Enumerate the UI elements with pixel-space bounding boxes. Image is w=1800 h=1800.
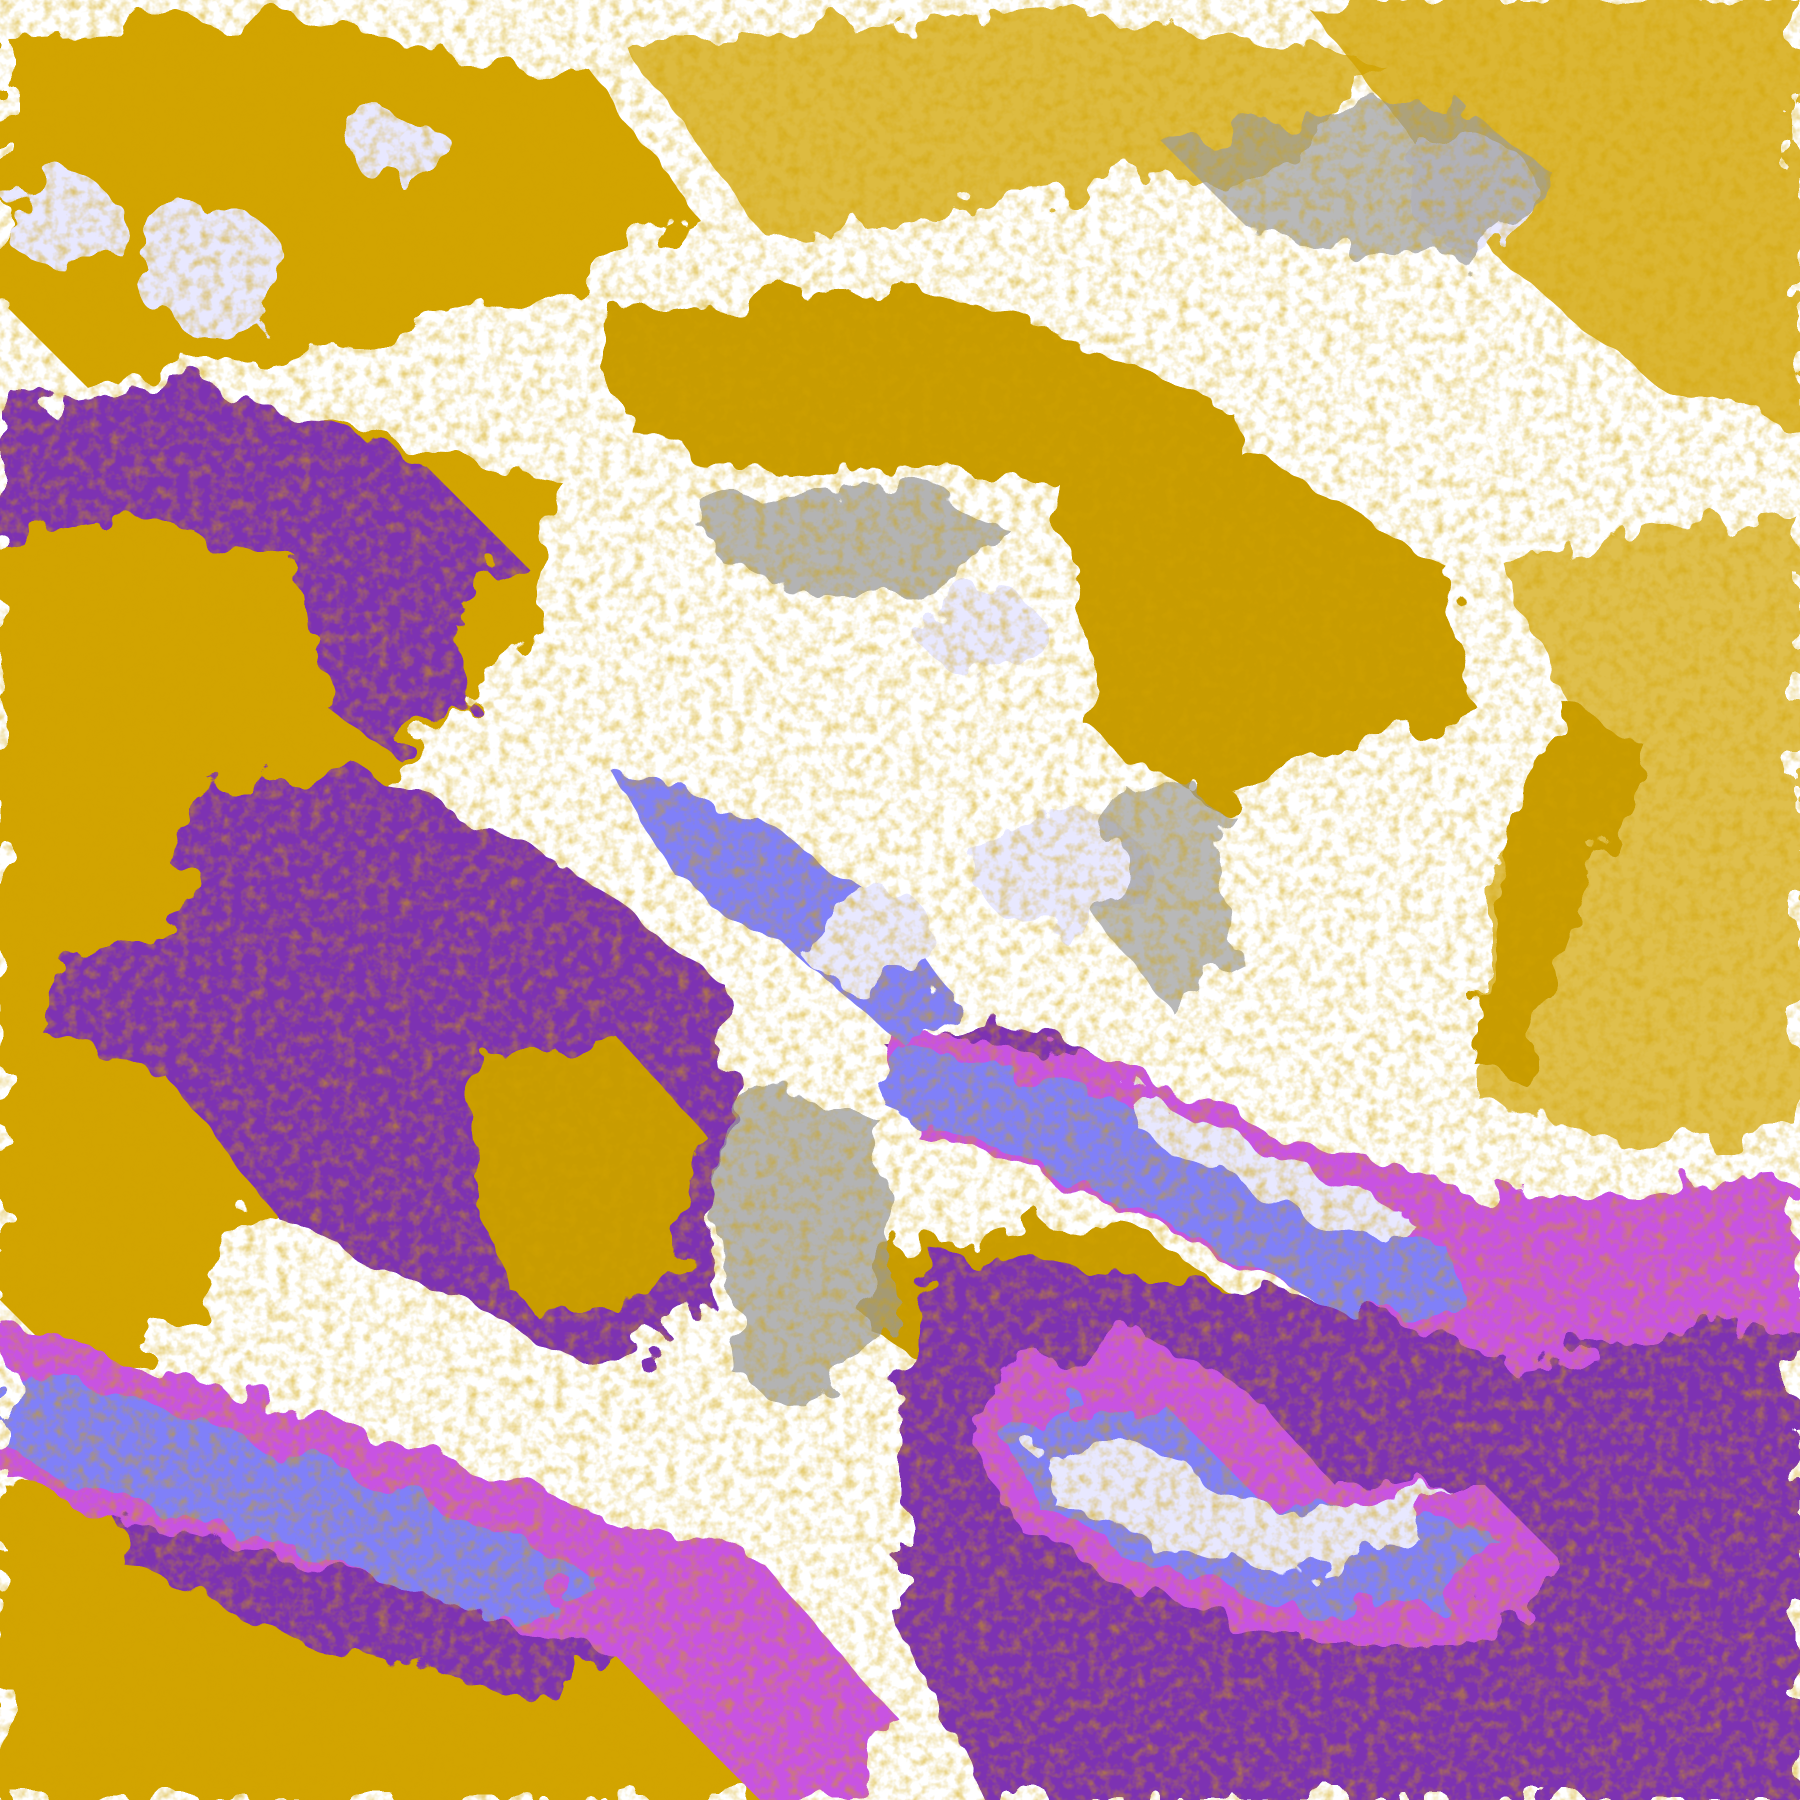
speckle-texture-gold <box>0 0 1800 1800</box>
satellite-image <box>0 0 1800 1800</box>
